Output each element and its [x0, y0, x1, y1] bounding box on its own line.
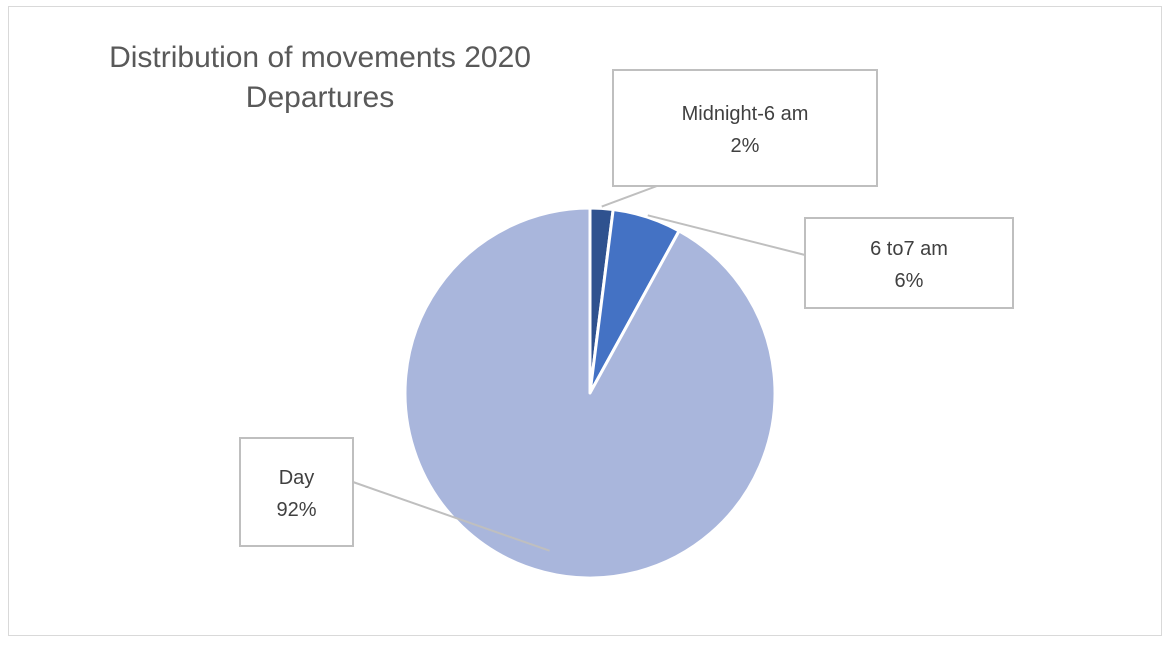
data-label-category: 6 to7 am [870, 238, 948, 260]
data-label-category: Day [279, 467, 315, 489]
data-label-value: 92% [276, 499, 316, 521]
leader-line-0 [601, 185, 658, 208]
data-label-box-2 [239, 437, 354, 547]
data-label-value: 6% [895, 270, 924, 292]
data-label-category: Midnight-6 am [682, 103, 809, 125]
data-label-box-1 [804, 217, 1014, 309]
chart-subtitle: Departures [245, 81, 395, 114]
chart-title: Distribution of movements 2020 [109, 41, 531, 74]
chart-title-block: Distribution of movements 2020 Departure… [0, 38, 640, 118]
leader-line-2 [352, 481, 550, 552]
pie-slice-2 [403, 206, 777, 580]
data-label-box-0 [612, 69, 878, 187]
data-label-value: 2% [731, 135, 760, 157]
leader-line-1 [647, 214, 806, 256]
